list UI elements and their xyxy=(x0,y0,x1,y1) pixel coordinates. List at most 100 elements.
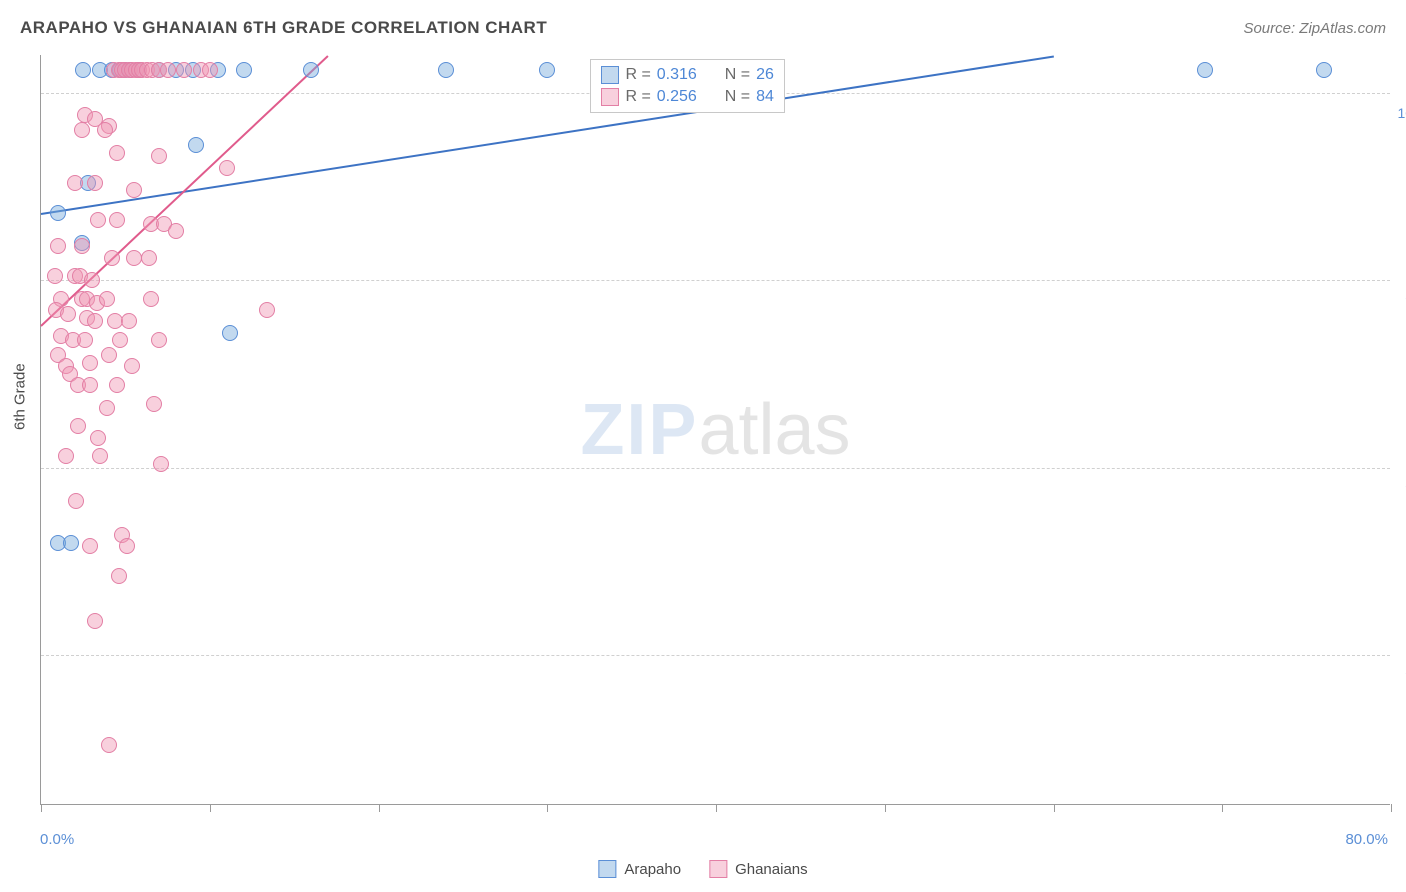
legend-label-ghanaians: Ghanaians xyxy=(735,861,808,878)
legend-swatch xyxy=(601,88,619,106)
data-point xyxy=(75,62,91,78)
gridline-h xyxy=(41,468,1390,469)
data-point xyxy=(87,175,103,191)
legend-r-value: 0.316 xyxy=(657,66,711,84)
data-point xyxy=(63,535,79,551)
data-point xyxy=(112,332,128,348)
data-point xyxy=(1197,62,1213,78)
gridline-h xyxy=(41,655,1390,656)
x-tick xyxy=(547,804,548,812)
data-point xyxy=(50,205,66,221)
legend-n-value: 26 xyxy=(756,66,774,84)
y-tick-label: 97.5% xyxy=(1395,292,1406,308)
data-point xyxy=(99,291,115,307)
data-point xyxy=(151,148,167,164)
data-point xyxy=(68,493,84,509)
data-point xyxy=(111,568,127,584)
data-point xyxy=(219,160,235,176)
data-point xyxy=(74,238,90,254)
plot-area: ZIPatlas 92.5%95.0%97.5%100.0%R =0.316N … xyxy=(40,55,1390,805)
data-point xyxy=(141,250,157,266)
data-point xyxy=(1316,62,1332,78)
data-point xyxy=(67,175,83,191)
gridline-h xyxy=(41,280,1390,281)
data-point xyxy=(109,377,125,393)
data-point xyxy=(60,306,76,322)
legend-n-value: 84 xyxy=(756,88,774,106)
trend-line-arapaho xyxy=(41,55,1054,214)
x-axis-max-label: 80.0% xyxy=(1345,831,1388,848)
data-point xyxy=(259,302,275,318)
x-tick xyxy=(210,804,211,812)
data-point xyxy=(303,62,319,78)
legend-item-arapaho: Arapaho xyxy=(598,860,681,878)
chart-header: ARAPAHO VS GHANAIAN 6TH GRADE CORRELATIO… xyxy=(20,18,1386,38)
data-point xyxy=(101,737,117,753)
y-axis-title: 6th Grade xyxy=(12,363,29,430)
data-point xyxy=(77,332,93,348)
x-tick xyxy=(379,804,380,812)
source-label: Source: ZipAtlas.com xyxy=(1243,20,1386,37)
data-point xyxy=(539,62,555,78)
data-point xyxy=(151,332,167,348)
x-tick xyxy=(716,804,717,812)
legend-label-arapaho: Arapaho xyxy=(624,861,681,878)
data-point xyxy=(74,122,90,138)
data-point xyxy=(188,137,204,153)
x-tick xyxy=(885,804,886,812)
legend-r-label: R = xyxy=(625,88,650,106)
data-point xyxy=(109,212,125,228)
data-point xyxy=(222,325,238,341)
data-point xyxy=(126,250,142,266)
x-tick xyxy=(1391,804,1392,812)
x-axis-min-label: 0.0% xyxy=(40,831,74,848)
data-point xyxy=(87,613,103,629)
data-point xyxy=(58,448,74,464)
y-tick-label: 95.0% xyxy=(1395,480,1406,496)
data-point xyxy=(153,456,169,472)
watermark-zip: ZIP xyxy=(580,390,698,470)
data-point xyxy=(168,223,184,239)
data-point xyxy=(82,538,98,554)
data-point xyxy=(104,250,120,266)
data-point xyxy=(50,238,66,254)
legend-bottom: Arapaho Ghanaians xyxy=(598,860,807,878)
x-tick xyxy=(1054,804,1055,812)
legend-item-ghanaians: Ghanaians xyxy=(709,860,808,878)
data-point xyxy=(121,313,137,329)
data-point xyxy=(87,313,103,329)
data-point xyxy=(202,62,218,78)
swatch-ghanaians xyxy=(709,860,727,878)
data-point xyxy=(101,347,117,363)
legend-top: R = 0.316 N = 26 R = 0.256 N = 84 xyxy=(590,59,784,113)
data-point xyxy=(90,212,106,228)
legend-n-label: N = xyxy=(725,66,750,84)
data-point xyxy=(176,62,192,78)
y-tick-label: 92.5% xyxy=(1395,667,1406,683)
legend-top-row: R = 0.316 N = 26 xyxy=(601,64,773,86)
data-point xyxy=(143,291,159,307)
data-point xyxy=(84,272,100,288)
watermark: ZIPatlas xyxy=(580,389,850,471)
data-point xyxy=(119,538,135,554)
legend-r-label: R = xyxy=(625,66,650,84)
data-point xyxy=(236,62,252,78)
legend-top-row: R = 0.256 N = 84 xyxy=(601,86,773,108)
data-point xyxy=(97,122,113,138)
data-point xyxy=(92,448,108,464)
data-point xyxy=(126,182,142,198)
data-point xyxy=(160,62,176,78)
swatch-arapaho xyxy=(598,860,616,878)
legend-r-value: 0.256 xyxy=(657,88,711,106)
data-point xyxy=(82,355,98,371)
y-tick-label: 100.0% xyxy=(1395,105,1406,121)
data-point xyxy=(82,377,98,393)
data-point xyxy=(99,400,115,416)
watermark-atlas: atlas xyxy=(698,390,850,470)
data-point xyxy=(146,396,162,412)
chart-title: ARAPAHO VS GHANAIAN 6TH GRADE CORRELATIO… xyxy=(20,18,547,38)
data-point xyxy=(70,418,86,434)
data-point xyxy=(438,62,454,78)
data-point xyxy=(124,358,140,374)
legend-n-label: N = xyxy=(725,88,750,106)
